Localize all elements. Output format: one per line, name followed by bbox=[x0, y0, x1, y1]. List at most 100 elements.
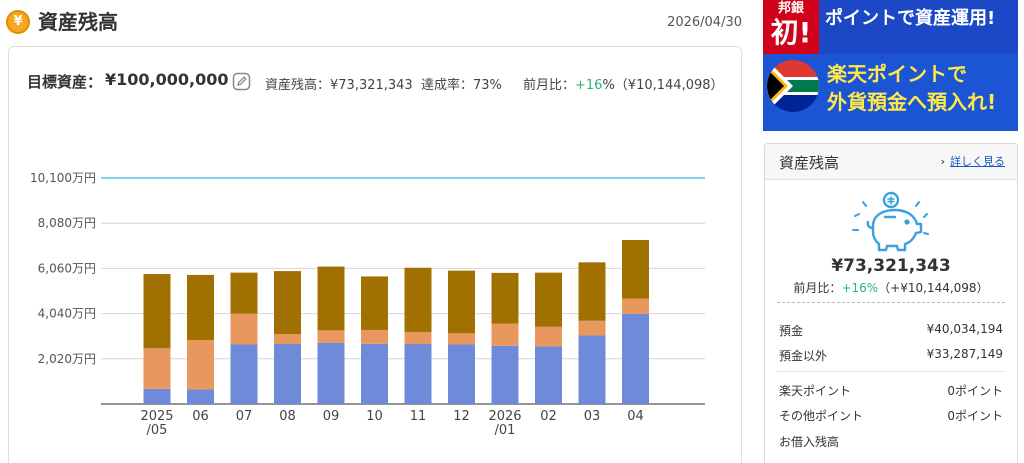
bar-segment bbox=[622, 313, 649, 404]
x-tick-label: 02 bbox=[540, 409, 557, 424]
balance-row-other-points: その他ポイント 0ポイント bbox=[779, 407, 1003, 427]
x-tick-label: 11 bbox=[410, 409, 427, 424]
panel-title: 資産残高 bbox=[779, 154, 840, 172]
bar-segment bbox=[404, 267, 432, 332]
page-date: 2026/04/30 bbox=[667, 15, 742, 30]
bar-segment bbox=[404, 344, 432, 404]
row-label: その他ポイント bbox=[779, 409, 864, 423]
yen-coin-icon: ¥ bbox=[6, 10, 30, 34]
bar-segment bbox=[187, 274, 214, 341]
y-tick-label: 2,020万円 bbox=[38, 352, 96, 366]
badge-big-text: 初! bbox=[770, 16, 812, 49]
panel-header: 資産残高 詳しく見る bbox=[765, 144, 1017, 180]
bar-segment bbox=[317, 342, 345, 404]
y-tick-label: 4,040万円 bbox=[38, 307, 96, 321]
bar-segment bbox=[230, 344, 258, 404]
y-tick-label: 10,100万円 bbox=[30, 171, 96, 185]
bar-segment bbox=[622, 298, 649, 314]
bar-segment bbox=[143, 273, 171, 349]
bar-segment bbox=[448, 333, 475, 345]
balance-row-non-deposit: 預金以外 ¥33,287,149 bbox=[779, 347, 1003, 367]
banner-badge: 邦銀 初! bbox=[763, 0, 819, 54]
bar-segment bbox=[361, 329, 388, 344]
bar-segment bbox=[143, 348, 171, 389]
x-tick-label: 04 bbox=[627, 409, 644, 424]
bar-segment bbox=[143, 388, 171, 404]
page-header: ¥ 資産残高 2026/04/30 bbox=[6, 8, 746, 38]
bar-segment bbox=[230, 272, 258, 314]
divider bbox=[777, 302, 1005, 303]
monthly-change-suffix: %（¥10,144,098） bbox=[602, 78, 724, 93]
bar-segment bbox=[578, 335, 606, 404]
bar-segment bbox=[317, 330, 345, 343]
badge-small-text: 邦銀 bbox=[777, 1, 804, 16]
row-value: 0ポイント bbox=[947, 384, 1003, 398]
row-label: 楽天ポイント bbox=[779, 384, 852, 398]
bar-segment bbox=[274, 333, 301, 345]
south-africa-flag-icon bbox=[767, 60, 819, 112]
bar-segment bbox=[535, 346, 562, 404]
monthly-change-percent: +16 bbox=[575, 78, 603, 93]
y-tick-label: 6,060万円 bbox=[38, 261, 96, 275]
view-details-link[interactable]: 詳しく見る bbox=[940, 153, 1005, 169]
bar-segment bbox=[578, 262, 606, 321]
bar-segment bbox=[491, 345, 519, 404]
bar-segment bbox=[535, 272, 562, 327]
bar-segment bbox=[622, 239, 649, 299]
row-label: 預金 bbox=[779, 324, 804, 338]
edit-icon[interactable] bbox=[232, 72, 251, 91]
bar-segment bbox=[187, 340, 214, 390]
x-tick-label: /01 bbox=[495, 423, 516, 438]
asset-summary: 目標資産： ¥100,000,000 資産残高：¥73,321,343 達成率：… bbox=[27, 70, 737, 95]
x-tick-label: 07 bbox=[236, 409, 253, 424]
bar-segment bbox=[187, 389, 214, 404]
page-title: 資産残高 bbox=[38, 10, 118, 34]
monthly-change: 前月比：+16%（¥10,144,098） bbox=[523, 74, 724, 93]
x-tick-label: 09 bbox=[323, 409, 340, 424]
bar-segment bbox=[578, 320, 606, 336]
row-value: ¥33,287,149 bbox=[926, 347, 1003, 361]
bar-segment bbox=[491, 323, 519, 346]
panel-change-prefix: 前月比： bbox=[793, 281, 842, 295]
balance-row-rakuten-points: 楽天ポイント 0ポイント bbox=[779, 382, 1003, 402]
row-value: ¥40,034,194 bbox=[926, 322, 1003, 336]
bar-segment bbox=[230, 313, 258, 345]
y-tick-label: 8,080万円 bbox=[38, 216, 96, 230]
bar-segment bbox=[535, 326, 562, 347]
x-tick-label: 2025 bbox=[140, 409, 173, 424]
balance-row-deposit: 預金 ¥40,034,194 bbox=[779, 322, 1003, 342]
achievement-rate: 達成率：73% bbox=[421, 78, 502, 93]
x-tick-label: 10 bbox=[366, 409, 383, 424]
asset-balance-panel: 資産残高 詳しく見る ¥73,321,343 前月比：+16%（+¥10,144… bbox=[764, 143, 1018, 463]
balance-summary: 資産残高：¥73,321,343 bbox=[265, 78, 413, 93]
banner-line-3: 外貨預金へ預入れ! bbox=[827, 90, 997, 114]
panel-monthly-change: 前月比：+16%（+¥10,144,098） bbox=[765, 279, 1017, 296]
row-label: お借入残高 bbox=[779, 435, 840, 449]
asset-bar-chart: 2,020万円 4,040万円 6,060万円 8,080万円 10,100万円 2025… bbox=[30, 171, 705, 438]
bar-segment bbox=[404, 331, 432, 345]
bar-segment bbox=[361, 343, 388, 404]
divider bbox=[777, 371, 1005, 372]
piggy-bank-icon bbox=[849, 190, 933, 256]
target-asset-label: 目標資産： bbox=[27, 73, 103, 91]
bar-segment bbox=[361, 276, 388, 330]
banner-line-2: 楽天ポイントで bbox=[827, 62, 967, 86]
banner-headline: ポイントで資産運用! bbox=[825, 8, 996, 29]
bar-segment bbox=[317, 266, 345, 331]
total-balance: ¥73,321,343 bbox=[831, 256, 951, 276]
bar-segment bbox=[491, 272, 519, 324]
bar-segment bbox=[448, 344, 475, 404]
bar-segment bbox=[274, 271, 301, 334]
bar-segment bbox=[274, 344, 301, 404]
x-tick-label: 2026 bbox=[488, 409, 521, 424]
target-asset-value: ¥100,000,000 bbox=[105, 70, 229, 89]
x-tick-label: 06 bbox=[192, 409, 209, 424]
x-tick-label: /05 bbox=[147, 423, 168, 438]
monthly-change-prefix: 前月比： bbox=[523, 78, 576, 93]
panel-change-suffix: （+¥10,144,098） bbox=[878, 281, 989, 295]
row-label: 預金以外 bbox=[779, 349, 828, 363]
x-tick-label: 12 bbox=[453, 409, 470, 424]
balance-row-loan: お借入残高 bbox=[779, 433, 1003, 453]
x-tick-label: 03 bbox=[584, 409, 601, 424]
promo-banner[interactable]: 邦銀 初! ポイントで資産運用! 楽天ポイントで 外貨預金へ預入れ! bbox=[763, 0, 1018, 131]
